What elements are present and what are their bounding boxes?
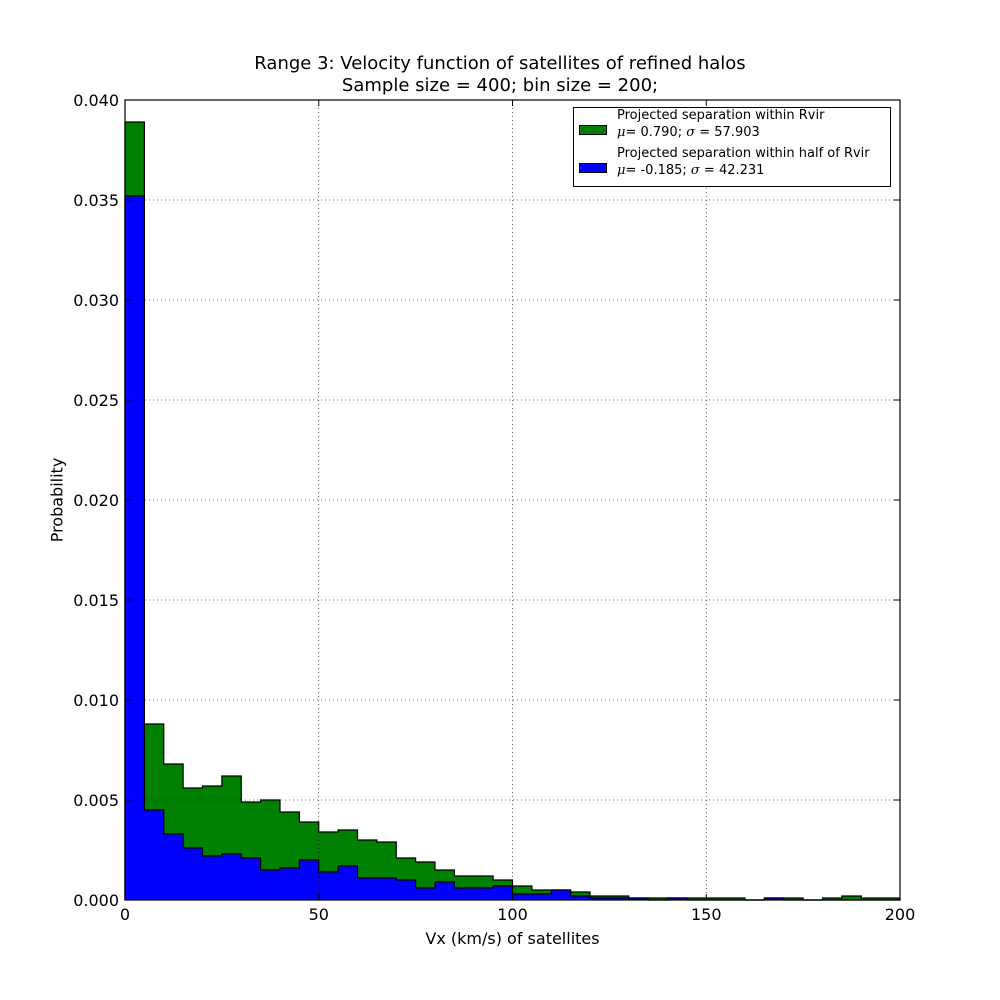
- sigma-symbol: σ: [690, 163, 700, 178]
- bar: [822, 898, 843, 900]
- bar: [202, 856, 223, 900]
- legend-sigma-half-rvir: 42.231: [718, 163, 765, 178]
- bar: [841, 896, 862, 900]
- series-0: [124, 121, 901, 901]
- bar: [609, 898, 630, 900]
- bar: [512, 894, 533, 900]
- bar: [260, 870, 281, 900]
- bar: [551, 890, 571, 900]
- bar: [590, 898, 610, 900]
- bar: [880, 898, 901, 900]
- bar: [318, 872, 339, 900]
- bar: [648, 898, 668, 900]
- sigma-symbol: σ: [686, 125, 696, 140]
- y-tick-label: 0.020: [73, 491, 119, 510]
- mu-symbol: μ: [617, 125, 626, 140]
- ticks-layer: 0 50 100 150 200 0.000 0.005 0.010 0.015 0.020 0.0…: [73, 91, 915, 924]
- bar: [415, 888, 436, 900]
- legend: Projected separation within Rvir μ= 0.79…: [573, 107, 891, 187]
- series-1: [124, 195, 900, 901]
- y-tick-label: 0.010: [73, 691, 119, 710]
- bar: [280, 868, 300, 900]
- chart-title-line-1: Range 3: Velocity function of satellites…: [254, 53, 746, 74]
- bar: [183, 848, 203, 900]
- bar-outline: [124, 121, 901, 901]
- x-tick-label: 50: [309, 905, 329, 924]
- y-tick-label: 0.000: [73, 891, 119, 910]
- mu-symbol: μ: [617, 163, 626, 178]
- legend-mu-rvir: 0.790: [640, 125, 678, 140]
- bar: [299, 860, 320, 900]
- legend-label-half-rvir: Projected separation within half of Rvir: [617, 146, 870, 161]
- bar: [144, 810, 165, 900]
- y-tick-label: 0.025: [73, 391, 119, 410]
- y-tick-label: 0.005: [73, 791, 119, 810]
- bar: [725, 898, 746, 900]
- bar: [396, 880, 416, 900]
- x-tick-label: 150: [691, 905, 722, 924]
- bar: [221, 854, 242, 900]
- legend-swatch-rvir: [579, 125, 607, 135]
- bar: [783, 898, 804, 900]
- y-tick-label: 0.030: [73, 291, 119, 310]
- bar: [125, 196, 145, 900]
- bar: [357, 878, 378, 900]
- bars-layer: [124, 121, 901, 901]
- bar: [163, 834, 184, 900]
- bar: [454, 888, 475, 900]
- bar: [241, 858, 261, 900]
- bar: [628, 898, 649, 900]
- legend-swatch-half-rvir: [579, 163, 607, 173]
- bar: [473, 888, 494, 900]
- bar: [861, 898, 881, 900]
- x-axis-label: Vx (km/s) of satellites: [425, 929, 600, 948]
- chart-title-line-2: Sample size = 400; bin size = 200;: [341, 75, 659, 96]
- legend-stats-half-rvir: μ= -0.185; σ = 42.231: [617, 163, 765, 178]
- legend-label-rvir: Projected separation within Rvir: [617, 108, 825, 123]
- bar: [686, 898, 707, 900]
- bar: [764, 898, 785, 900]
- y-tick-label: 0.015: [73, 591, 119, 610]
- legend-sigma-rvir: 57.903: [714, 125, 760, 140]
- bar: [376, 878, 397, 900]
- legend-stats-rvir: μ= 0.790; σ = 57.903: [617, 125, 760, 140]
- bar: [338, 866, 358, 900]
- bar: [493, 886, 513, 900]
- bar: [706, 898, 726, 900]
- x-tick-label: 200: [885, 905, 916, 924]
- bar: [435, 882, 455, 900]
- bar: [570, 896, 591, 900]
- bar: [531, 894, 552, 900]
- y-tick-label: 0.040: [73, 91, 119, 110]
- y-axis-label: Probability: [47, 457, 67, 543]
- x-tick-label: 0: [120, 905, 130, 924]
- y-tick-label: 0.035: [73, 191, 119, 210]
- bar: [667, 898, 688, 900]
- x-tick-label: 100: [497, 905, 528, 924]
- legend-mu-half-rvir: -0.185: [640, 163, 683, 178]
